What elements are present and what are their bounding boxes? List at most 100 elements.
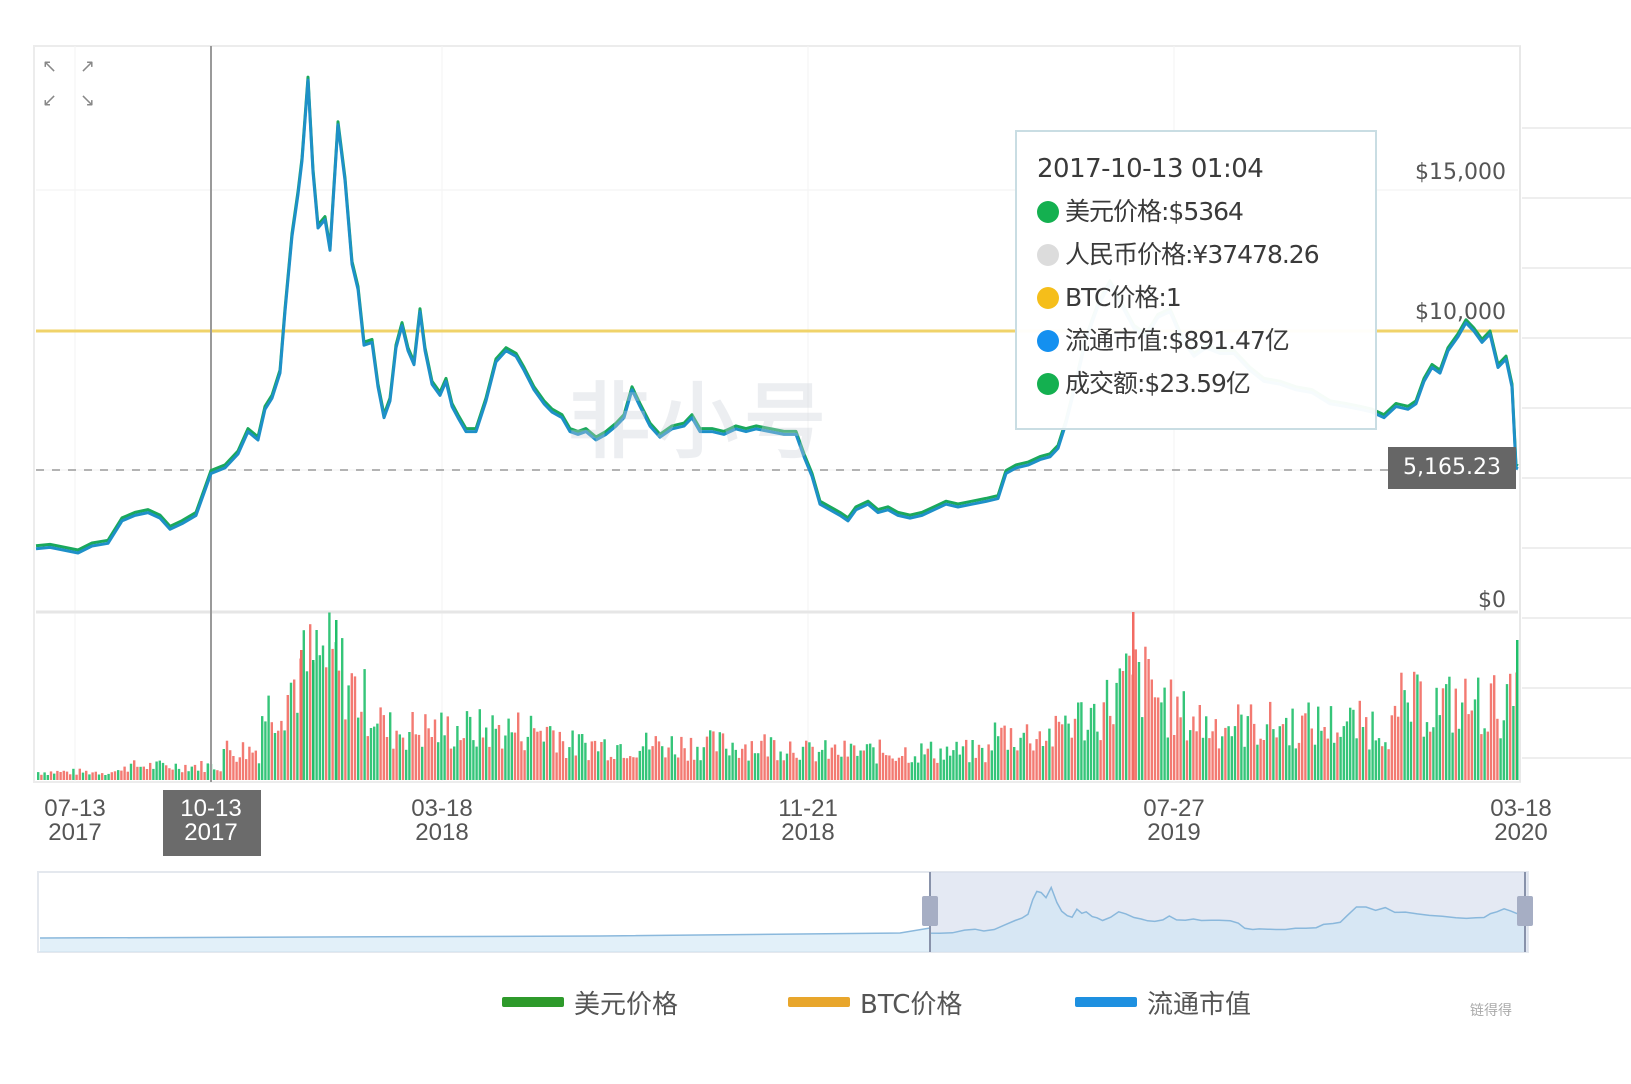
- expand-bottom-left-icon[interactable]: ↙: [42, 90, 58, 111]
- volume-bar: [1013, 747, 1016, 780]
- volume-bar: [91, 772, 94, 780]
- volume-bar: [827, 758, 830, 780]
- volume-bar: [481, 737, 485, 780]
- volume-bar: [1000, 727, 1003, 780]
- volume-bar: [1470, 710, 1473, 780]
- volume-bar: [286, 695, 289, 780]
- volume-bar: [952, 750, 955, 780]
- volume-bar: [805, 740, 808, 780]
- volume-bar: [485, 727, 488, 780]
- volume-bar: [1173, 735, 1176, 780]
- volume-bar: [75, 774, 78, 780]
- volume-bar: [961, 746, 965, 780]
- volume-bar: [869, 743, 872, 780]
- volume-bar: [1365, 717, 1368, 780]
- volume-bar: [1265, 724, 1269, 780]
- volume-bar: [513, 732, 517, 780]
- volume-bar: [843, 740, 846, 780]
- volume-bar: [1429, 731, 1432, 780]
- volume-bar: [177, 768, 181, 780]
- volume-bar: [1073, 718, 1077, 780]
- volume-bar: [206, 763, 209, 780]
- volume-bar: [488, 746, 491, 780]
- volume-bar: [264, 721, 267, 780]
- volume-bar: [424, 714, 427, 780]
- volume-bar: [187, 771, 190, 780]
- expand-top-right-icon[interactable]: ↗: [80, 56, 96, 77]
- volume-bar: [552, 730, 555, 780]
- volume-bar: [753, 753, 757, 780]
- volume-bar: [216, 770, 219, 780]
- volume-bar: [1080, 702, 1083, 780]
- volume-bar: [245, 759, 248, 780]
- volume-bar: [1029, 743, 1032, 780]
- volume-bar: [757, 753, 760, 780]
- tooltip-row-label: 美元价格:$5364: [1065, 197, 1244, 226]
- volume-bar: [1473, 699, 1477, 780]
- volume-bar: [1438, 715, 1441, 780]
- volume-bar: [1208, 738, 1211, 780]
- volume-bar: [1160, 702, 1163, 780]
- volume-bar: [437, 742, 440, 780]
- legend-item-usd-price[interactable]: 美元价格: [502, 982, 678, 1022]
- volume-bar: [545, 726, 549, 780]
- volume-bar: [824, 740, 827, 780]
- volume-bar: [1067, 723, 1070, 780]
- volume-bar: [1115, 682, 1118, 780]
- volume-bar: [1505, 684, 1509, 780]
- volume-bar: [776, 760, 779, 780]
- volume-bar: [88, 774, 91, 780]
- volume-bar: [673, 754, 677, 780]
- volume-bar: [779, 751, 782, 780]
- volume-bar: [37, 772, 40, 780]
- volume-bar: [984, 762, 987, 780]
- volume-bar: [341, 638, 344, 780]
- volume-bar: [225, 740, 229, 780]
- legend-item-btc-price[interactable]: BTC价格: [788, 982, 962, 1022]
- volume-bar: [597, 751, 600, 780]
- volume-bar: [801, 746, 805, 780]
- volume-bar: [193, 764, 197, 780]
- volume-bar: [1425, 722, 1429, 780]
- volume-bar: [1441, 688, 1445, 780]
- volume-bar: [238, 757, 241, 780]
- volume-bar: [1163, 687, 1166, 780]
- volume-bar: [1486, 731, 1489, 780]
- volume-spike: [300, 650, 303, 780]
- volume-bar: [200, 761, 203, 780]
- volume-bar: [149, 762, 152, 780]
- expand-bottom-right-icon[interactable]: ↘: [80, 90, 96, 111]
- volume-bar: [750, 741, 753, 780]
- legend-item-market-cap[interactable]: 流通市值: [1075, 982, 1251, 1022]
- volume-bar: [1176, 696, 1179, 780]
- volume-bar: [1262, 740, 1265, 780]
- tooltip-row-btc-price: BTC价格:1: [1037, 276, 1375, 319]
- volume-bar: [645, 732, 648, 780]
- volume-bar: [923, 754, 926, 780]
- volume-bar: [449, 748, 453, 780]
- volume-bar: [1323, 727, 1326, 780]
- volume-bar: [782, 760, 785, 780]
- zoom-toolbox[interactable]: ↖ ↗ ↙ ↘: [42, 58, 98, 110]
- volume-bar: [49, 771, 53, 780]
- volume-bar: [609, 756, 613, 780]
- watermark-text: 非小号: [568, 375, 833, 470]
- volume-bar: [792, 752, 795, 780]
- x-axis-pointer-label-bg: [163, 790, 261, 856]
- volume-bar: [1320, 730, 1323, 780]
- volume-bar: [897, 757, 901, 780]
- volume-bar: [629, 756, 632, 780]
- volume-bar: [901, 756, 904, 780]
- volume-bar: [433, 719, 437, 780]
- volume-bar: [529, 715, 533, 780]
- volume-bar: [1064, 715, 1067, 780]
- expand-top-left-icon[interactable]: ↖: [42, 56, 58, 77]
- volume-bar: [277, 730, 280, 780]
- volume-spike: [335, 620, 338, 780]
- volume-bar: [257, 763, 261, 780]
- volume-bar: [721, 733, 725, 780]
- volume-bar: [427, 728, 430, 780]
- datazoom-line: [39, 885, 1526, 939]
- volume-bar: [1237, 704, 1240, 780]
